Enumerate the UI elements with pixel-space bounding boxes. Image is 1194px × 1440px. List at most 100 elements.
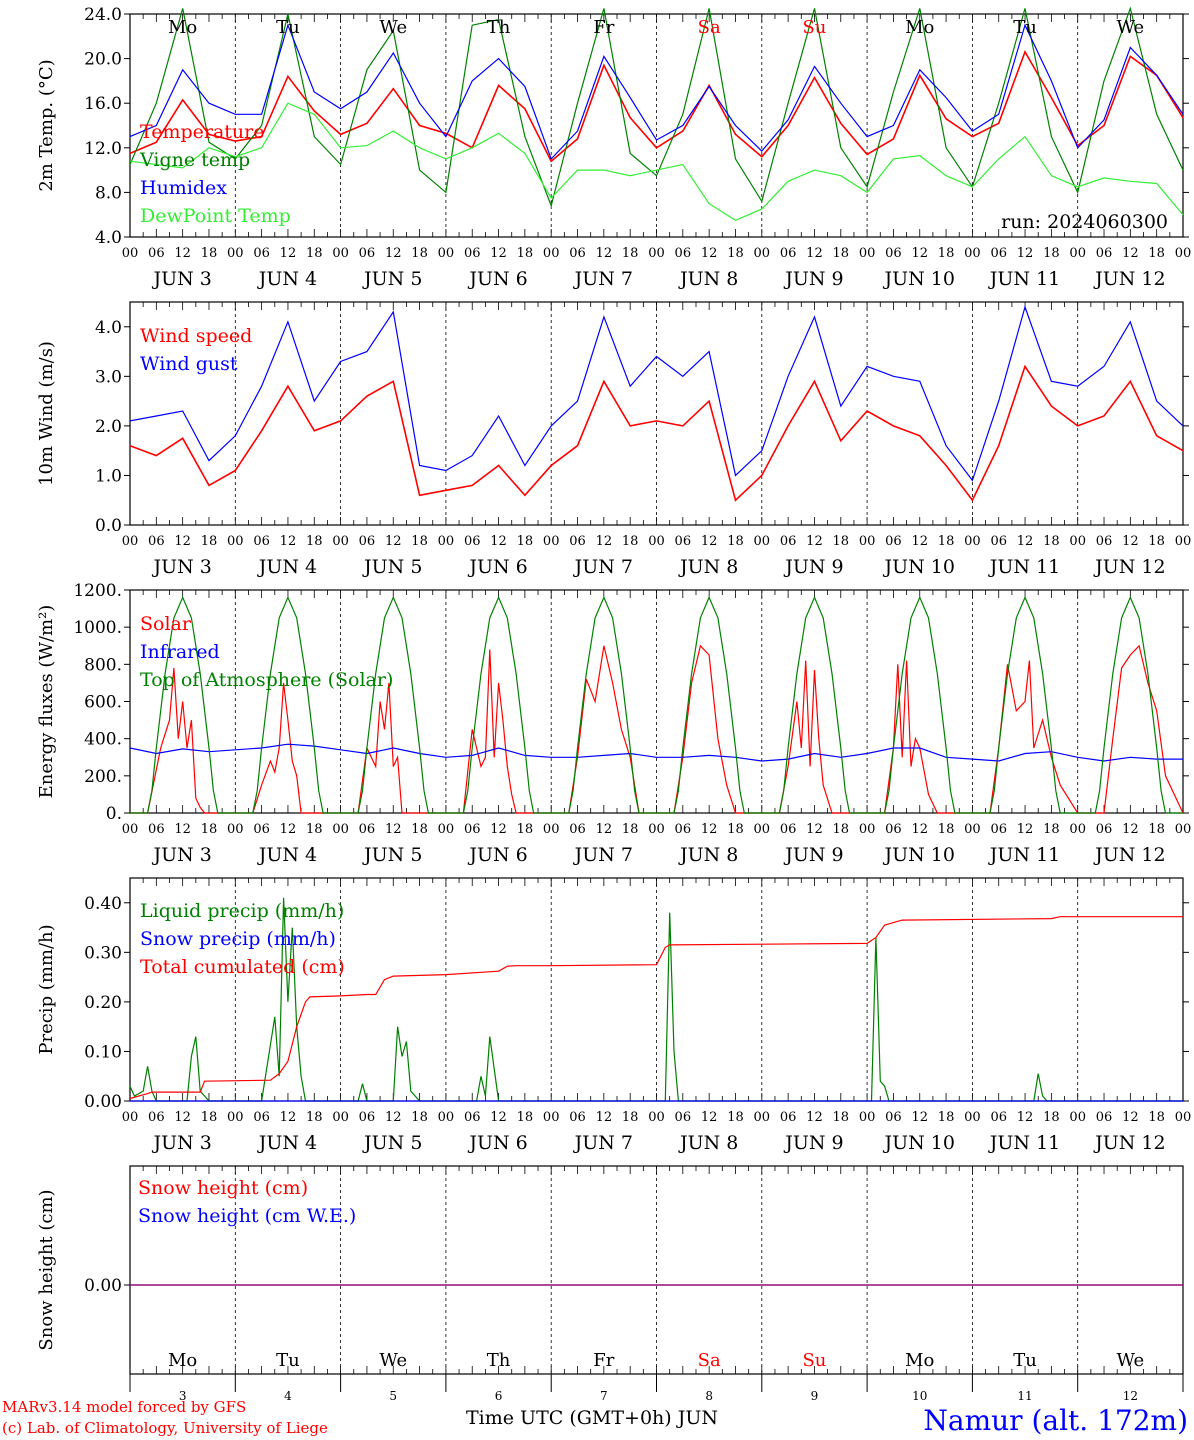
hour-label: 00 [1175, 534, 1192, 549]
hour-label: 18 [622, 534, 639, 549]
hour-label: 12 [490, 822, 507, 837]
panel-1: 4.0 8.0 12.0 16.0 20.0 24.0 2m Temp. (°C) Tempe… [36, 5, 1191, 290]
hour-label: 18 [622, 1110, 639, 1125]
date-label: JUN 3 [151, 1132, 211, 1154]
y-axis-label: Precip (mm/h) [36, 924, 57, 1054]
hour-label: 06 [990, 534, 1007, 549]
hour-label: 06 [780, 822, 797, 837]
hour-label: 00 [438, 822, 455, 837]
weekday-label: Tu [1013, 1350, 1037, 1371]
hour-label: 18 [1148, 246, 1165, 261]
hour-label: 18 [727, 246, 744, 261]
hour-label: 12 [596, 822, 613, 837]
hour-label: 00 [964, 822, 981, 837]
hour-label: 00 [122, 246, 139, 261]
hour-label: 06 [359, 534, 376, 549]
hour-label: 12 [385, 1110, 402, 1125]
hour-label: 18 [727, 1110, 744, 1125]
hour-label: 00 [1175, 246, 1192, 261]
hour-label: 00 [543, 1110, 560, 1125]
hour-label: 12 [1122, 822, 1139, 837]
hour-label: 18 [411, 534, 428, 549]
hour-label: 12 [1122, 1110, 1139, 1125]
weekday-label: Su [802, 1350, 826, 1371]
series-line-wind-speed [129, 364, 1184, 502]
hour-label: 12 [174, 822, 191, 837]
legend-entry: Top of Atmosphere (Solar) [140, 669, 393, 691]
weekday-label: We [1117, 1350, 1145, 1371]
legend-entry: Snow height (cm) [138, 1177, 308, 1199]
hour-label: 18 [306, 1110, 323, 1125]
y-tick-label: 4.0 [95, 318, 122, 338]
hour-label: 06 [675, 1110, 692, 1125]
legend-entry: Vigne temp [139, 149, 250, 171]
hour-label: 18 [517, 822, 534, 837]
hour-label: 00 [754, 534, 771, 549]
legend-entry: Humidex [140, 177, 227, 199]
hour-label: 00 [227, 246, 244, 261]
y-tick-label: 0.00 [84, 1276, 122, 1296]
date-label: JUN 6 [467, 1132, 527, 1154]
hour-label: 18 [201, 246, 218, 261]
panel-2: 0.0 1.0 2.0 3.0 4.0 10m Wind (m/s) Wind speed W… [36, 301, 1192, 578]
hour-label: 06 [464, 534, 481, 549]
hour-label: 00 [1069, 534, 1086, 549]
hour-label: 18 [201, 534, 218, 549]
series-line-solar [130, 644, 1184, 814]
plot-frame [129, 13, 1184, 238]
hour-label: 06 [1096, 1110, 1113, 1125]
hour-label: 06 [885, 1110, 902, 1125]
hour-label: 06 [253, 822, 270, 837]
hour-label: 12 [280, 246, 297, 261]
hour-label: 12 [490, 246, 507, 261]
y-tick-label: 0.30 [84, 943, 122, 963]
hour-label: 06 [675, 246, 692, 261]
date-label: JUN 10 [883, 556, 955, 578]
hour-label: 12 [806, 1110, 823, 1125]
hour-label: 12 [280, 1110, 297, 1125]
hour-label: 12 [1122, 246, 1139, 261]
hour-label: 12 [174, 246, 191, 261]
hour-label: 18 [1148, 534, 1165, 549]
legend-entry: Liquid precip (mm/h) [140, 900, 344, 922]
weekday-label: Tu [276, 1350, 300, 1371]
hour-label: 18 [517, 1110, 534, 1125]
weekday-label: Mo [905, 1350, 934, 1371]
date-label: JUN 8 [678, 268, 738, 290]
hour-label: 18 [201, 822, 218, 837]
hour-label: 12 [1122, 534, 1139, 549]
hour-label: 06 [1096, 822, 1113, 837]
series-line-wind-gust [129, 305, 1184, 482]
legend-entry: Solar [140, 613, 192, 635]
hour-label: 18 [411, 246, 428, 261]
y-tick-label: 1200. [73, 581, 122, 601]
hour-label: 18 [201, 1110, 218, 1125]
day-number: 9 [811, 1389, 819, 1403]
hour-label: 00 [543, 246, 560, 261]
hour-label: 00 [648, 822, 665, 837]
hour-label: 06 [990, 246, 1007, 261]
hour-label: 18 [833, 534, 850, 549]
station-name: Namur (alt. 172m) [923, 1404, 1188, 1437]
hour-label: 06 [780, 246, 797, 261]
y-tick-label: 3.0 [95, 367, 122, 387]
hour-label: 18 [1148, 1110, 1165, 1125]
hour-label: 06 [885, 534, 902, 549]
date-label: JUN 8 [678, 556, 738, 578]
date-label: JUN 4 [257, 556, 317, 578]
hour-label: 00 [964, 246, 981, 261]
date-label: JUN 5 [362, 1132, 422, 1154]
hour-label: 12 [490, 1110, 507, 1125]
series-line-vigne-temp [129, 6, 1184, 208]
hour-label: 18 [727, 534, 744, 549]
y-axis-label: 10m Wind (m/s) [36, 341, 57, 486]
day-number: 8 [705, 1389, 713, 1403]
hour-label: 00 [332, 822, 349, 837]
day-number: 11 [1017, 1389, 1032, 1403]
y-axis-label: Snow height (cm) [36, 1189, 57, 1350]
legend-entry: DewPoint Temp [140, 205, 291, 227]
date-label: JUN 9 [783, 556, 843, 578]
lab-credit: (c) Lab. of Climatology, University of L… [2, 1419, 328, 1437]
weekday-label: Mo [905, 17, 934, 38]
